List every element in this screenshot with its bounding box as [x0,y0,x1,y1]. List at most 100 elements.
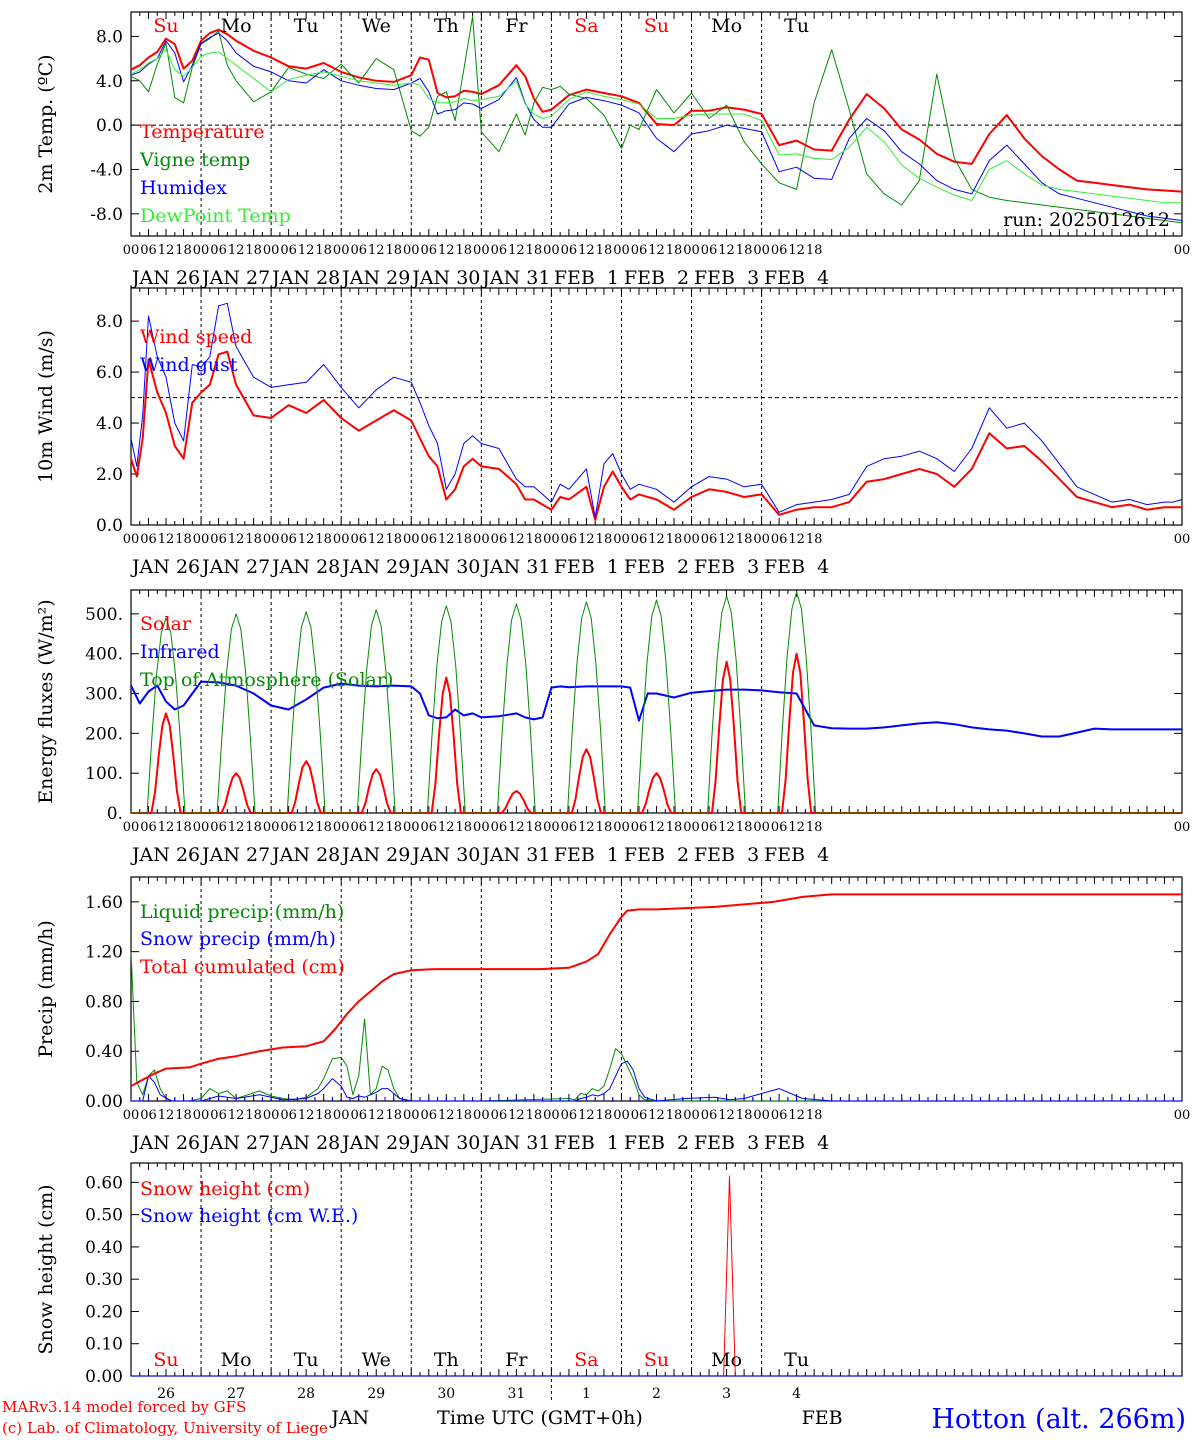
x-hour-label: 18 [666,820,683,835]
day-name-label: We [362,15,391,37]
x-hour-label: 00 [193,820,210,835]
panel-energy [130,589,1183,814]
x-hour-label: 00 [333,243,350,258]
x-hour-label: 12 [298,532,315,547]
x-hour-label: 18 [526,532,543,547]
x-date-label: FEB 4 [764,844,829,866]
x-hour-label: 00 [613,532,630,547]
y-tick-label: 0.30 [85,1270,123,1290]
x-hour-label: 06 [421,532,438,547]
x-hour-label: 06 [491,1108,508,1123]
day-number-label: 2 [652,1386,661,1402]
x-hour-label: 18 [245,532,262,547]
x-date-label: JAN 28 [270,844,340,866]
x-hour-label: 18 [456,1108,473,1123]
x-hour-label: 12 [158,532,175,547]
x-hour-label: 00 [683,532,700,547]
x-hour-label: 00 [403,532,420,547]
x-hour-label: 18 [596,243,613,258]
x-hour-label: 12 [368,532,385,547]
y-tick-label: 0. [107,804,123,824]
day-name-label: Tu [784,1349,809,1371]
x-hour-label: 18 [526,1108,543,1123]
x-date-label: FEB 1 [554,267,619,289]
day-name-label: Fr [505,15,528,37]
x-date-label: FEB 1 [554,556,619,578]
x-hour-label: 12 [578,1108,595,1123]
x-date-label: JAN 27 [200,844,270,866]
x-hour-label: 06 [421,820,438,835]
x-hour-label: 12 [648,1108,665,1123]
x-hour-label: 06 [280,820,297,835]
x-hour-label: 12 [438,820,455,835]
x-hour-label: 18 [736,243,753,258]
y-tick-label: 0.50 [85,1206,123,1226]
x-date-label: FEB 2 [624,556,689,578]
x-hour-label: 00 [473,820,490,835]
x-hour-label: 00 [753,1108,770,1123]
x-hour-label: 00 [333,532,350,547]
x-hour-label: 06 [350,243,367,258]
x-hour-label: 00 [683,243,700,258]
legend-entry: Vigne temp [139,149,250,171]
x-hour-label: 06 [421,1108,438,1123]
x-hour-label: 06 [210,243,227,258]
x-hour-label: 00 [403,820,420,835]
x-hour-label: 00 [123,243,140,258]
x-hour-label: 18 [175,243,192,258]
x-date-label: FEB 3 [694,844,759,866]
x-date-label: JAN 26 [130,1132,200,1154]
x-hour-label: 00 [613,243,630,258]
x-hour-label: 00 [1174,532,1191,547]
y-tick-label: -4.0 [90,160,123,180]
x-hour-label: 06 [771,1108,788,1123]
day-number-label: 3 [722,1386,731,1402]
x-hour-label: 06 [280,243,297,258]
x-date-label: JAN 31 [480,1132,550,1154]
x-date-label: FEB 1 [554,1132,619,1154]
day-name-label: Fr [505,1349,528,1371]
x-hour-label: 00 [263,820,280,835]
x-date-label: FEB 2 [624,844,689,866]
x-hour-label: 06 [771,820,788,835]
x-hour-label: 00 [543,820,560,835]
day-number-label: 27 [227,1386,245,1402]
day-name-label: Th [434,15,459,37]
x-hour-label: 12 [158,820,175,835]
legend-entry: Snow height (cm) [140,1178,310,1200]
x-hour-label: 12 [368,820,385,835]
x-hour-label: 06 [631,820,648,835]
x-hour-label: 18 [385,820,402,835]
x-hour-label: 12 [648,243,665,258]
series-line-dewpoint-temp [130,49,1182,204]
x-hour-label: 12 [158,1108,175,1123]
x-hour-label: 00 [123,532,140,547]
x-hour-label: 18 [736,820,753,835]
x-hour-label: 00 [263,243,280,258]
y-tick-label: 6.0 [96,363,123,383]
x-hour-label: 12 [298,243,315,258]
y-tick-label: 1.20 [85,943,123,963]
series-line-vigne-temp [130,15,1183,224]
y-axis-label: Precip (mm/h) [35,920,57,1058]
x-hour-label: 06 [140,1108,157,1123]
x-hour-label: 00 [683,1108,700,1123]
x-hour-label: 06 [561,243,578,258]
x-hour-label: 06 [561,532,578,547]
x-hour-label: 12 [228,1108,245,1123]
legend-entry: Solar [140,613,192,635]
x-date-label: FEB 2 [624,1132,689,1154]
x-hour-label: 18 [596,532,613,547]
x-hour-label: 00 [333,1108,350,1123]
x-hour-label: 18 [315,1108,332,1123]
x-hour-label: 12 [508,820,525,835]
legend-entry: Wind gust [140,354,238,376]
x-date-label: JAN 27 [200,267,270,289]
x-hour-label: 18 [666,243,683,258]
x-date-label: JAN 29 [340,844,410,866]
station-label: Hotton (alt. 266m) [931,1404,1186,1435]
legend-entry: Temperature [140,121,264,143]
x-date-label: JAN 29 [340,267,410,289]
x-hour-label: 18 [175,532,192,547]
